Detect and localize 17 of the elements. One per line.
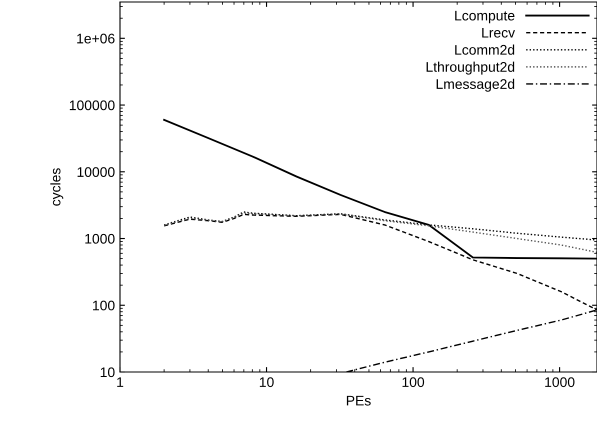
x-tick-label: 1 xyxy=(117,377,124,387)
y-tick-label: 1000 xyxy=(85,234,115,244)
legend-label: Lrecv xyxy=(482,28,516,38)
x-tick-label: 1000 xyxy=(545,377,574,388)
x-axis-title: PEs xyxy=(346,396,371,406)
x-tick-label: 100 xyxy=(402,377,424,388)
y-tick-label: 100000 xyxy=(70,100,115,110)
y-tick-label: 10 xyxy=(100,367,115,378)
legend-label: Lthroughput2d xyxy=(426,62,514,75)
y-tick-label: 1e+06 xyxy=(77,34,115,44)
legend-label: Lcomm2d xyxy=(455,44,514,55)
y-tick-label: 10000 xyxy=(78,167,115,177)
legend-label: Lcompute xyxy=(455,10,514,24)
x-tick-label: 10 xyxy=(260,377,274,388)
legend-label: Lmessage2d xyxy=(436,78,514,92)
y-axis-title: cycles xyxy=(50,168,64,206)
y-tick-label: 100 xyxy=(93,300,115,310)
